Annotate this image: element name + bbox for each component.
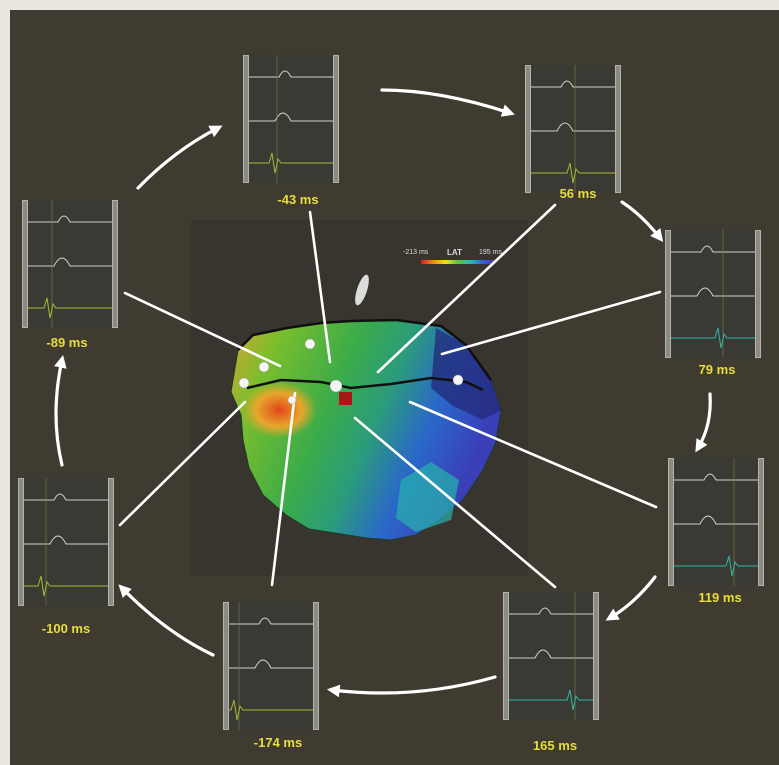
lat-scale-min: -213 ms — [403, 249, 429, 256]
egm-rail — [503, 592, 509, 720]
cycle-arrow-1 — [136, 125, 223, 190]
egm-rail — [18, 478, 24, 606]
egm-panel — [243, 55, 339, 183]
cyan-region — [396, 462, 459, 532]
connector-line — [308, 210, 332, 364]
egm-rail — [525, 65, 531, 193]
cycle-arrow-5 — [605, 575, 657, 621]
electrode-sphere — [304, 338, 316, 350]
activation-time-label: 119 ms — [698, 590, 742, 605]
egm-traces — [509, 592, 593, 720]
diagram-overlay — [54, 88, 712, 698]
electrode-sphere — [452, 374, 464, 386]
egm-panel — [223, 602, 319, 730]
egm-traces — [229, 602, 313, 730]
catheter-tip-icon — [355, 274, 369, 306]
egm-rail — [615, 65, 621, 193]
early-activation-zone — [241, 382, 317, 438]
connector-line — [123, 291, 282, 368]
connector-line — [376, 203, 557, 374]
egm-activation-trace — [509, 689, 593, 711]
cycle-arrow-3 — [620, 200, 664, 243]
connector-line — [118, 400, 247, 527]
cycle-arrow-2 — [380, 88, 515, 117]
egm-activation-trace — [671, 327, 755, 349]
egm-activation-trace — [249, 152, 333, 174]
connector-line — [440, 290, 662, 356]
egm-panel — [525, 65, 621, 193]
egm-traces — [249, 55, 333, 183]
egm-rail — [668, 458, 674, 586]
cycle-arrow-8 — [54, 354, 67, 467]
connector-line — [353, 416, 557, 589]
egm-rail — [22, 200, 28, 328]
egm-rail — [593, 592, 599, 720]
activation-map-panel: -213 ms LAT 195 ms — [191, 220, 528, 576]
egm-rail — [758, 458, 764, 586]
egm-traces — [674, 458, 758, 586]
egm-panel — [18, 478, 114, 606]
egm-rail — [755, 230, 761, 358]
egm-traces — [531, 65, 615, 193]
electrode-sphere — [238, 377, 250, 389]
electrode-sphere — [287, 395, 297, 405]
egm-traces — [671, 230, 755, 358]
egm-rail — [243, 55, 249, 183]
egm-rail — [112, 200, 118, 328]
figure-frame: -213 ms LAT 195 ms — [10, 10, 779, 765]
activation-time-label: 56 ms — [559, 186, 597, 201]
cycle-arrow-4 — [695, 392, 712, 453]
electrode-sphere — [258, 361, 270, 373]
egm-activation-trace — [229, 699, 313, 721]
egm-activation-trace — [24, 575, 108, 597]
egm-panel — [22, 200, 118, 328]
egm-activation-trace — [28, 297, 112, 319]
connector-line — [270, 391, 297, 587]
egm-rail — [665, 230, 671, 358]
activation-time-label: 79 ms — [698, 362, 736, 377]
egm-rail — [108, 478, 114, 606]
egm-panel — [665, 230, 761, 358]
egm-rail — [313, 602, 319, 730]
lat-scale-title: LAT — [447, 248, 462, 257]
lat-color-bar — [421, 260, 495, 264]
egm-rail — [333, 55, 339, 183]
activation-time-label: -100 ms — [41, 621, 91, 636]
egm-panel — [503, 592, 599, 720]
egm-rail — [223, 602, 229, 730]
electrode-sphere — [329, 379, 343, 393]
egm-panel — [668, 458, 764, 586]
egm-traces — [28, 200, 112, 328]
cycle-arrow-6 — [326, 675, 497, 698]
egm-traces — [24, 478, 108, 606]
activation-time-label: -174 ms — [253, 735, 303, 750]
egm-activation-trace — [531, 162, 615, 184]
cycle-arrow-7 — [118, 584, 215, 657]
activation-time-label: 165 ms — [532, 738, 578, 753]
activation-time-label: -43 ms — [277, 192, 319, 207]
egm-activation-trace — [674, 555, 758, 577]
lat-scale-max: 195 ms — [479, 249, 502, 256]
ablation-marker — [339, 392, 352, 405]
activation-time-label: -89 ms — [46, 335, 88, 350]
valve-annulus-line — [237, 318, 493, 381]
connector-line — [408, 400, 658, 509]
